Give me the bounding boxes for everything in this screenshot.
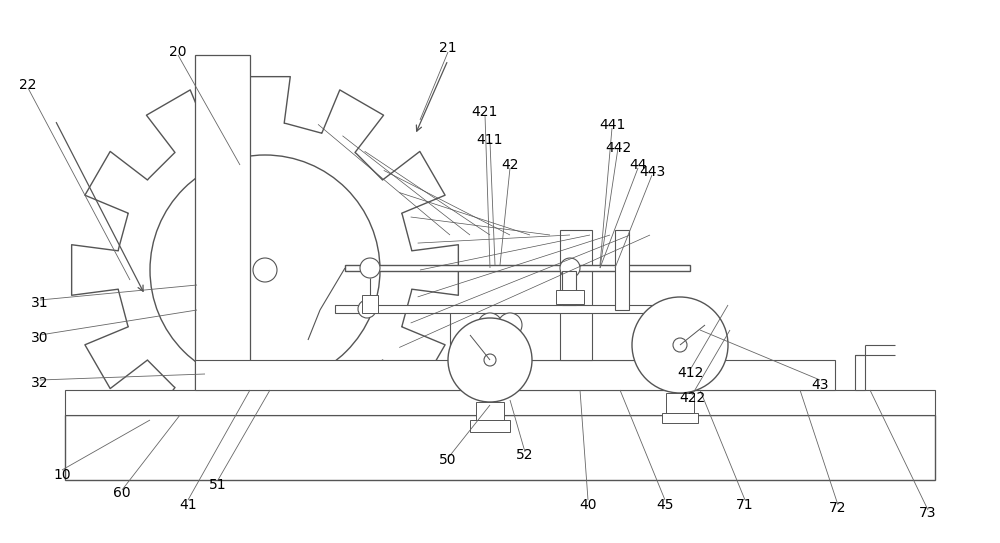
- Text: 422: 422: [679, 391, 705, 405]
- Text: 50: 50: [439, 453, 457, 467]
- Text: 51: 51: [209, 478, 227, 492]
- Text: 31: 31: [31, 296, 49, 310]
- Circle shape: [448, 318, 532, 402]
- Text: 41: 41: [179, 498, 197, 512]
- Bar: [470, 420, 510, 432]
- Text: 45: 45: [656, 498, 674, 512]
- Bar: [65, 415, 935, 480]
- Text: 412: 412: [677, 366, 703, 380]
- Text: 20: 20: [169, 45, 187, 59]
- Circle shape: [478, 313, 502, 337]
- Circle shape: [498, 313, 522, 337]
- Text: 411: 411: [477, 133, 503, 147]
- Bar: [560, 230, 592, 360]
- Bar: [556, 290, 584, 304]
- Text: 42: 42: [501, 158, 519, 172]
- Text: 71: 71: [736, 498, 754, 512]
- Circle shape: [253, 258, 277, 282]
- Circle shape: [560, 258, 580, 278]
- Text: 73: 73: [919, 506, 937, 520]
- Text: 10: 10: [53, 468, 71, 482]
- Text: 52: 52: [516, 448, 534, 462]
- Text: 43: 43: [811, 378, 829, 392]
- Text: 72: 72: [829, 501, 847, 515]
- Circle shape: [632, 297, 728, 393]
- Bar: [345, 265, 690, 271]
- Text: 60: 60: [113, 486, 131, 500]
- Bar: [476, 402, 504, 420]
- Bar: [208, 374, 226, 388]
- Text: 32: 32: [31, 376, 49, 390]
- Bar: [615, 230, 629, 310]
- Bar: [562, 271, 576, 305]
- Text: 21: 21: [439, 41, 457, 55]
- Circle shape: [673, 338, 687, 352]
- Bar: [666, 393, 694, 413]
- Circle shape: [360, 258, 380, 278]
- Text: 443: 443: [639, 165, 665, 179]
- Bar: [335, 305, 690, 313]
- Circle shape: [484, 354, 496, 366]
- Text: 442: 442: [605, 141, 631, 155]
- Text: 22: 22: [19, 78, 37, 92]
- Text: 40: 40: [579, 498, 597, 512]
- Bar: [662, 413, 698, 423]
- Bar: [195, 360, 835, 390]
- Bar: [362, 295, 378, 313]
- Circle shape: [150, 155, 380, 385]
- Bar: [450, 310, 670, 360]
- Text: 441: 441: [599, 118, 625, 132]
- Text: 421: 421: [472, 105, 498, 119]
- Bar: [203, 370, 231, 392]
- Text: 30: 30: [31, 331, 49, 345]
- Text: 44: 44: [629, 158, 647, 172]
- Bar: [855, 355, 865, 390]
- Circle shape: [358, 300, 376, 318]
- Bar: [65, 390, 935, 415]
- Bar: [195, 55, 250, 390]
